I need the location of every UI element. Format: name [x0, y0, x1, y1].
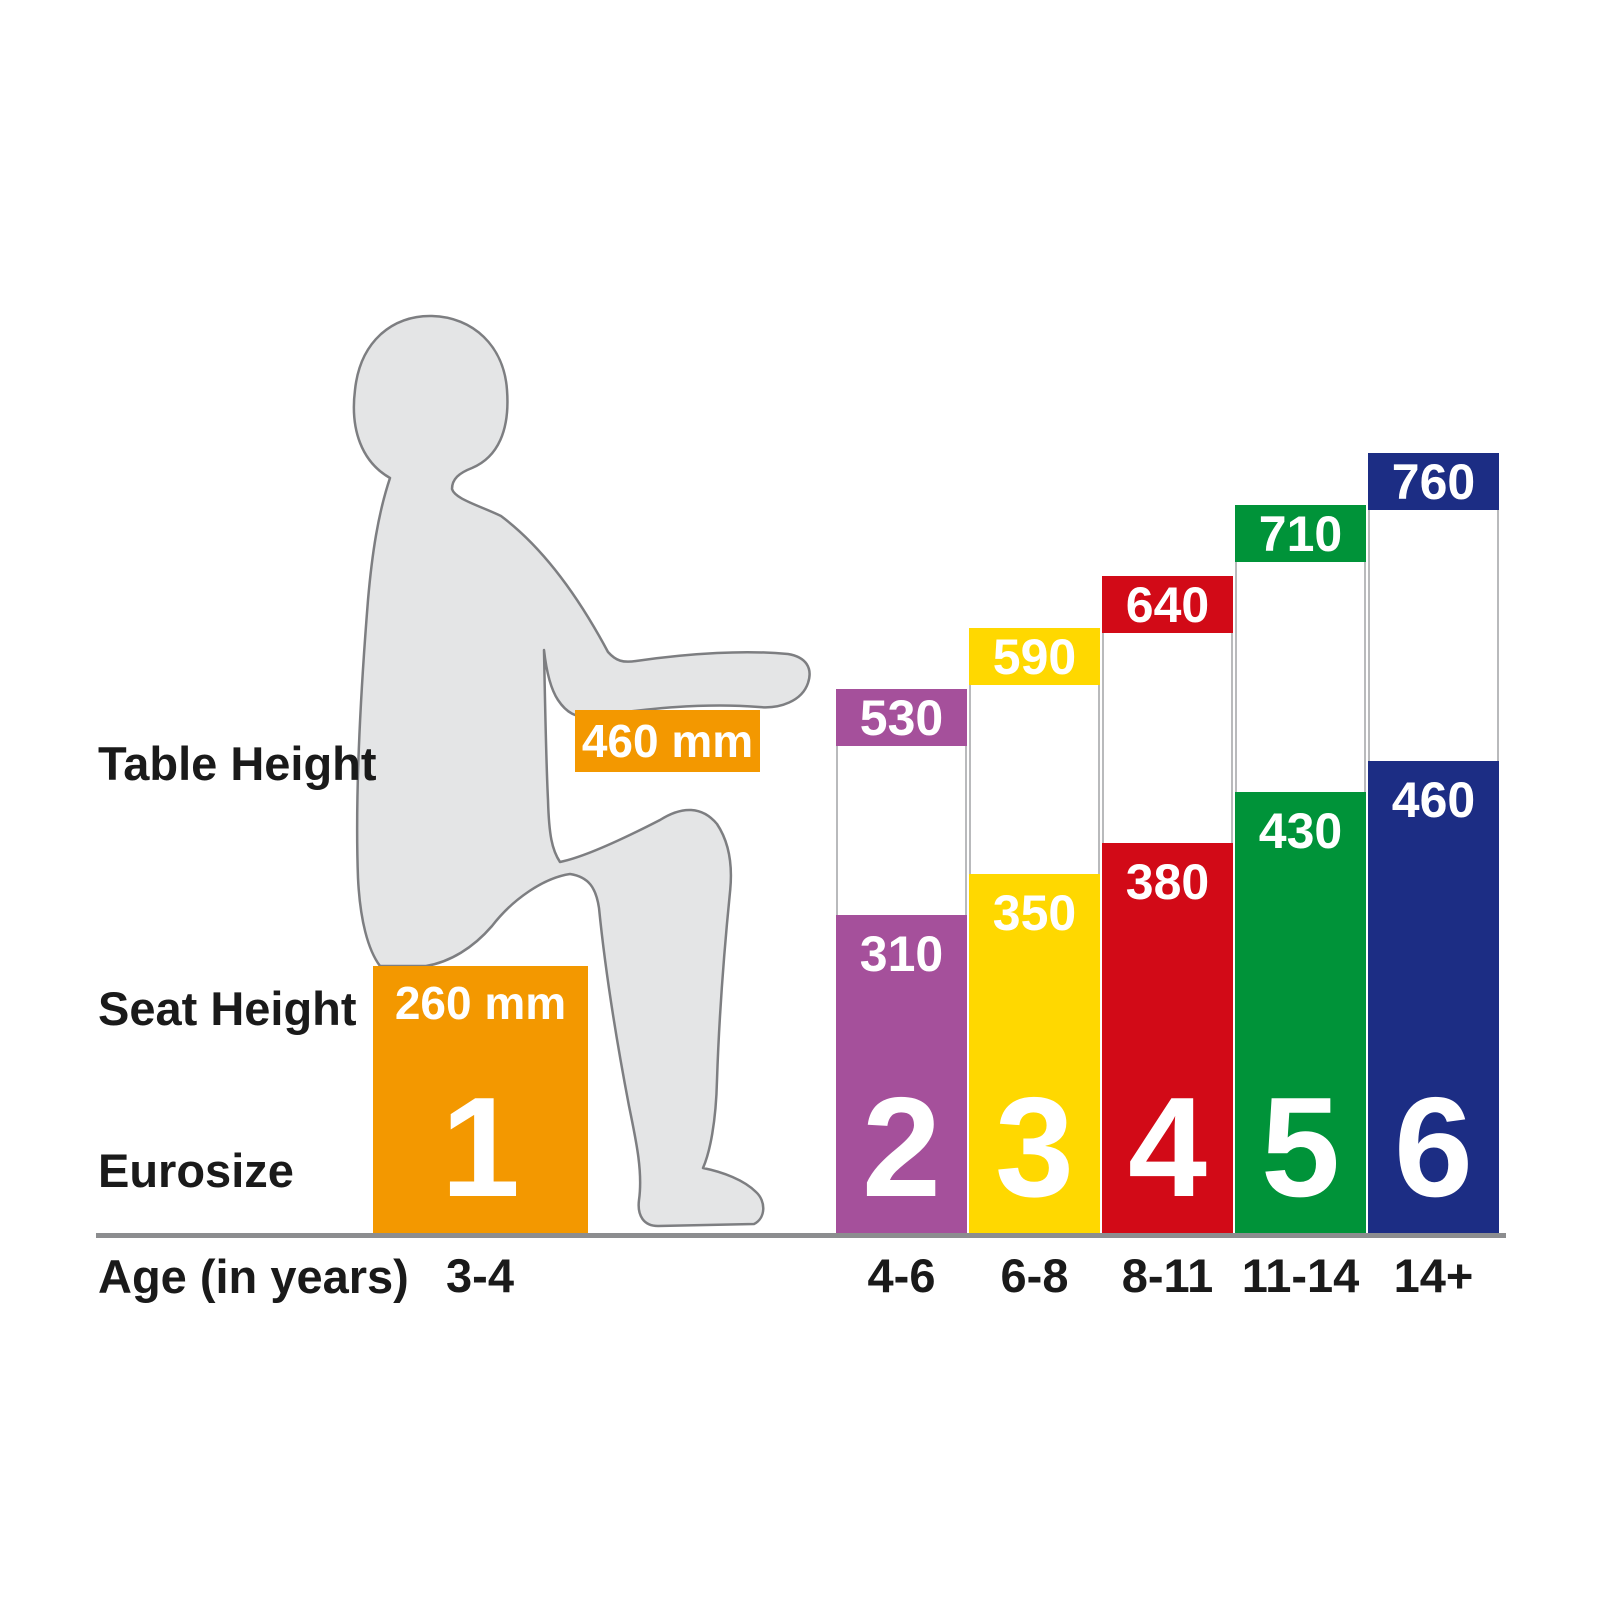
column-gap-eurosize-2 [836, 746, 967, 915]
age-label-size1: 3-4 [446, 1249, 514, 1302]
seat-height-value-eurosize-5: 430 [1258, 803, 1343, 859]
seat-segment-eurosize-5: 430 5 [1235, 792, 1366, 1233]
size1-eurosize-number: 1 [441, 1068, 520, 1227]
age-label-eurosize-5: 11-14 [1241, 1249, 1360, 1302]
column-gap-eurosize-3 [969, 685, 1100, 874]
seat-height-value-eurosize-4: 380 [1125, 854, 1210, 910]
column-gap-eurosize-6 [1368, 510, 1499, 761]
ground-line [96, 1233, 1506, 1238]
table-height-label: Table Height [98, 737, 377, 790]
eurosize-number-2: 2 [862, 1068, 941, 1227]
eurosize-number-6: 6 [1394, 1068, 1473, 1227]
table-height-band-eurosize-4: 640 [1102, 576, 1233, 633]
eurosize-number-3: 3 [995, 1068, 1074, 1227]
seat-height-value-eurosize-6: 460 [1391, 772, 1476, 828]
size1-table-height-tag: 460 mm [575, 710, 760, 772]
age-label-eurosize-6: 14+ [1393, 1249, 1474, 1302]
age-axis-label: Age (in years) [98, 1250, 409, 1303]
seated-child-silhouette [352, 314, 811, 1228]
seat-height-label: Seat Height [98, 982, 357, 1035]
column-gap-eurosize-4 [1102, 633, 1233, 843]
eurosize-number-4: 4 [1128, 1068, 1207, 1227]
seat-segment-eurosize-6: 460 6 [1368, 761, 1499, 1233]
table-height-band-eurosize-3: 590 [969, 628, 1100, 685]
seat-height-value-eurosize-2: 310 [859, 926, 944, 982]
age-label-eurosize-3: 6-8 [1000, 1249, 1069, 1302]
size1-seat-block: 260 mm 1 [373, 966, 588, 1233]
seat-segment-eurosize-4: 380 4 [1102, 843, 1233, 1233]
age-label-eurosize-4: 8-11 [1121, 1249, 1214, 1302]
seat-segment-eurosize-2: 310 2 [836, 915, 967, 1233]
table-height-band-eurosize-6: 760 [1368, 453, 1499, 510]
size1-seat-height-value: 260 mm [394, 977, 567, 1029]
table-height-band-eurosize-5: 710 [1235, 505, 1366, 562]
table-height-band-eurosize-2: 530 [836, 689, 967, 746]
eurosize-number-5: 5 [1261, 1068, 1340, 1227]
seat-height-value-eurosize-3: 350 [992, 885, 1077, 941]
seat-segment-eurosize-3: 350 3 [969, 874, 1100, 1233]
column-gap-eurosize-5 [1235, 562, 1366, 792]
age-label-eurosize-2: 4-6 [867, 1249, 936, 1302]
eurosize-label: Eurosize [98, 1144, 294, 1197]
